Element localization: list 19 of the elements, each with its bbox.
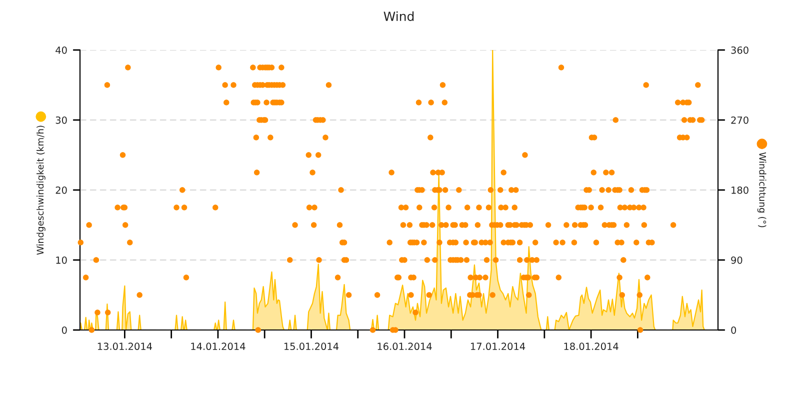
x-tick-label: 15.01.2014 xyxy=(284,342,339,350)
x-tick-label: 13.01.2014 xyxy=(98,342,152,350)
y2-tick-label: 270 xyxy=(731,116,748,124)
y-tick-label: 20 xyxy=(56,186,67,194)
x-tick-label: 14.01.2014 xyxy=(191,342,246,350)
x-tick-label: 18.01.2014 xyxy=(564,342,618,350)
x-tick-label: 17.01.2014 xyxy=(471,342,526,350)
y-tick-label: 40 xyxy=(56,46,67,54)
y-axis-title: Windgeschwindigkeit (km/h) xyxy=(36,126,46,255)
y2-axis-title: Windrichtung (°) xyxy=(757,152,766,228)
y2-tick-label: 0 xyxy=(731,326,736,334)
y2-tick-label: 180 xyxy=(732,186,748,194)
x-tick-label: 16.01.2014 xyxy=(378,342,432,350)
y2-tick-label: 360 xyxy=(731,46,748,54)
chart-title: Wind xyxy=(384,11,414,22)
y-tick-label: 10 xyxy=(56,256,67,264)
y2-tick-label: 90 xyxy=(731,256,742,264)
y-tick-label: 30 xyxy=(56,116,67,124)
y-tick-label: 0 xyxy=(62,326,67,334)
